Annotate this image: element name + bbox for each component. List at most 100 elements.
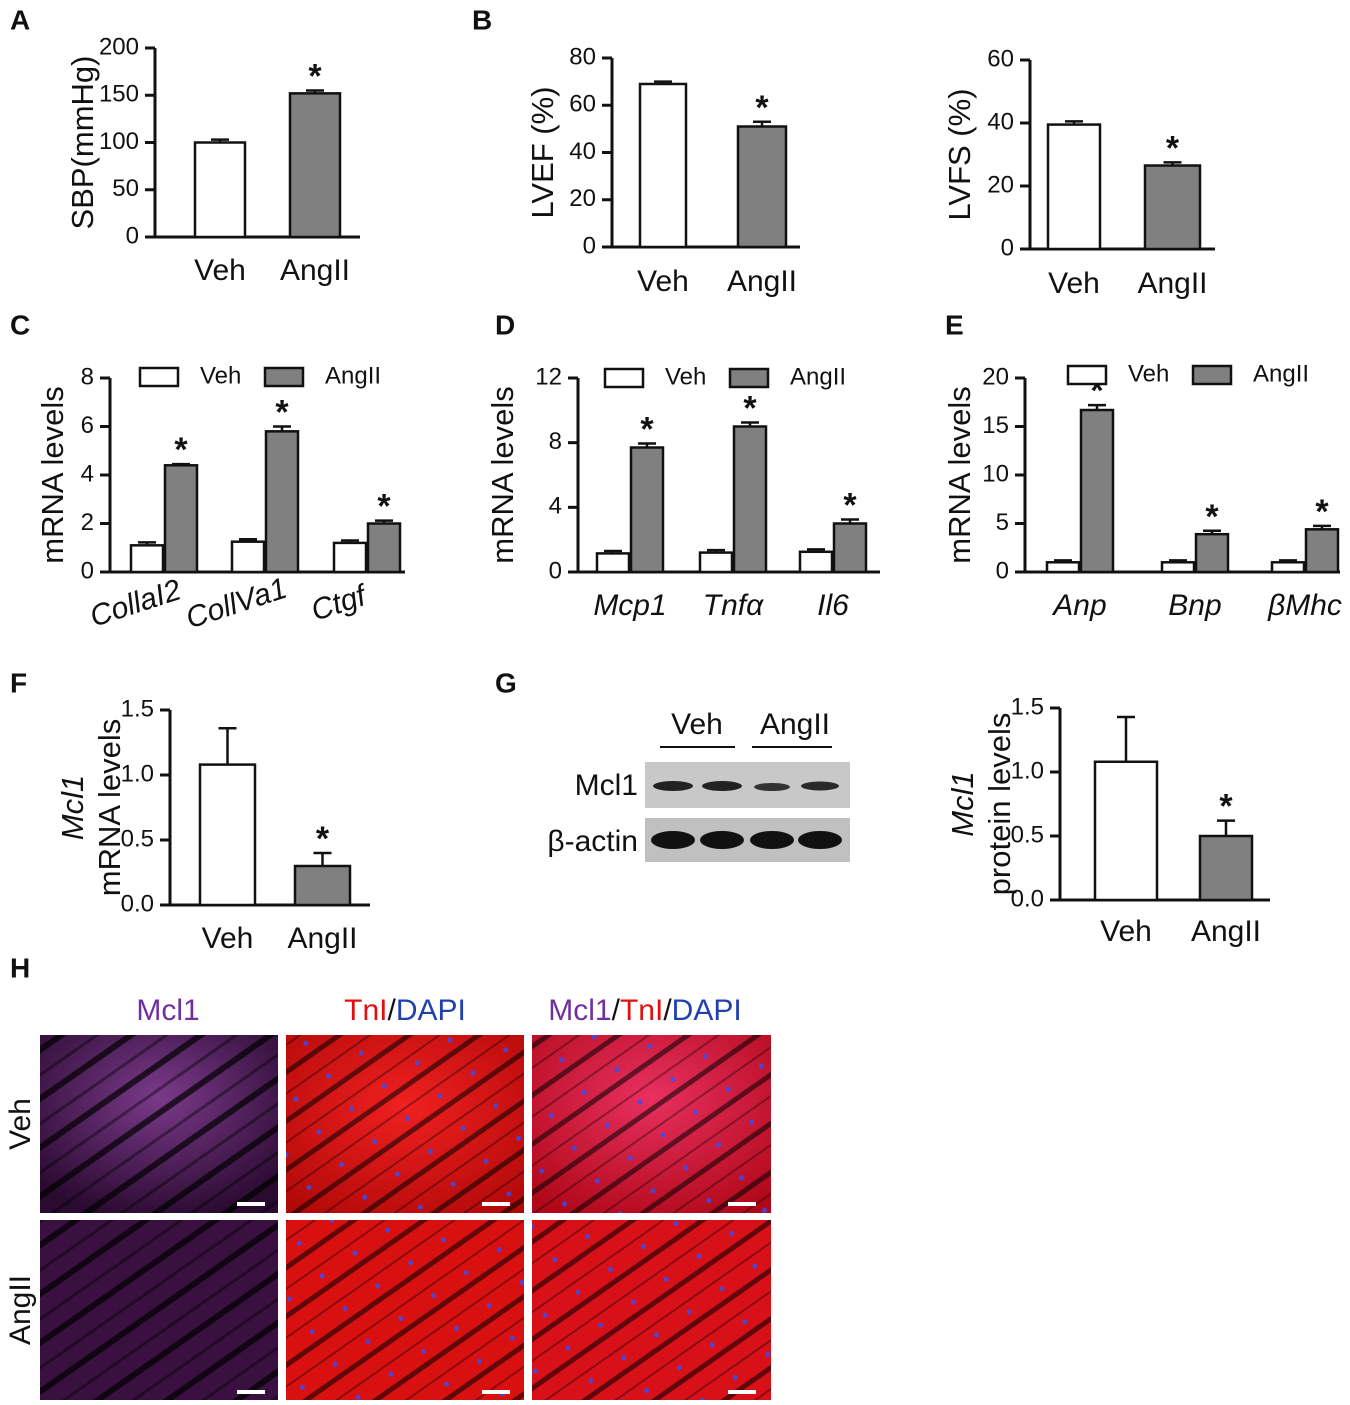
header-part: DAPI xyxy=(396,994,466,1027)
significance-mark: * xyxy=(755,89,769,127)
scale-bar xyxy=(728,1390,756,1394)
panel-letter: G xyxy=(495,667,517,698)
x-tick-label: Ctgf xyxy=(307,578,372,627)
bar xyxy=(163,464,199,574)
x-tick-label: AngII xyxy=(280,254,350,287)
bar xyxy=(1160,561,1196,574)
x-tick-label: Mcp1 xyxy=(593,589,666,622)
significance-mark: * xyxy=(174,431,188,469)
micrograph-grid: H Veh AngII xyxy=(4,952,771,1400)
micrograph-texture xyxy=(40,1220,278,1400)
header-part: / xyxy=(612,994,621,1027)
x-tick-label: Veh xyxy=(1100,915,1152,948)
bar xyxy=(230,540,266,574)
y-tick-label: 0 xyxy=(126,222,139,249)
y-axis-label: Mcl1 xyxy=(55,775,90,840)
legend-swatch xyxy=(263,366,305,388)
bar xyxy=(638,82,688,249)
y-tick-label: 40 xyxy=(987,108,1014,135)
header-part: / xyxy=(663,994,672,1027)
significance-mark: * xyxy=(743,389,757,427)
chart: A SBP(mmHg) 0 50 100 150 200 Veh AngII * xyxy=(10,4,360,287)
blot-row-label: β-actin xyxy=(547,825,638,858)
y-tick-label: 0 xyxy=(1001,234,1014,261)
x-tick-label: Veh xyxy=(202,922,254,955)
band xyxy=(750,831,794,849)
x-tick-label: Veh xyxy=(194,254,246,287)
bar xyxy=(264,430,300,574)
y-axis-label: mRNA levels xyxy=(92,719,127,896)
bar xyxy=(1304,528,1340,574)
significance-mark: * xyxy=(1166,129,1180,167)
significance-mark: * xyxy=(1219,788,1233,826)
bar xyxy=(1079,408,1115,574)
y-tick-label: 2 xyxy=(81,509,94,536)
bar xyxy=(732,425,768,574)
x-tick-label: Veh xyxy=(1048,267,1100,300)
panel-letter: B xyxy=(472,4,492,35)
y-axis-label: SBP(mmHg) xyxy=(65,56,100,230)
x-tick-label: βMhc xyxy=(1267,589,1342,622)
bar xyxy=(629,446,665,574)
scale-bar xyxy=(728,1202,756,1206)
bar xyxy=(698,551,734,574)
y-tick-label: 20 xyxy=(987,171,1014,198)
header-part: Mcl1 xyxy=(548,994,611,1027)
y-tick-label: 1.0 xyxy=(121,760,154,787)
header-part: TnI xyxy=(344,994,387,1027)
y-axis-label: mRNA levels xyxy=(942,386,977,563)
bar xyxy=(595,552,631,574)
significance-mark: * xyxy=(377,488,391,526)
y-axis-label: mRNA levels xyxy=(35,386,70,563)
row-label: AngII xyxy=(4,1275,37,1345)
y-tick-label: 4 xyxy=(81,460,94,487)
western-blot: Veh AngII Mcl1 β-actin xyxy=(547,708,850,862)
y-tick-label: 8 xyxy=(549,428,562,455)
band xyxy=(700,831,744,849)
y-axis-label: Mcl1 xyxy=(945,771,980,836)
y-tick-label: 50 xyxy=(112,175,139,202)
bar xyxy=(1093,760,1159,902)
y-tick-label: 60 xyxy=(569,91,596,118)
legend-label: Veh xyxy=(1128,360,1169,387)
bar xyxy=(1045,561,1081,574)
blot-group-label: Veh xyxy=(671,708,723,741)
bar xyxy=(1046,123,1102,251)
y-tick-label: 1.0 xyxy=(1011,757,1044,784)
panel-letter: D xyxy=(495,309,515,340)
chart: B LVEF (%) 0 20 40 60 80 Veh AngII * xyxy=(472,4,800,298)
y-tick-label: 0.0 xyxy=(121,890,154,917)
significance-mark: * xyxy=(640,410,654,448)
y-tick-label: 40 xyxy=(569,138,596,165)
significance-mark: * xyxy=(316,820,330,858)
bar xyxy=(129,544,165,574)
header-part: DAPI xyxy=(672,994,742,1027)
blot-row-label: Mcl1 xyxy=(575,769,638,802)
x-tick-label: CollaI2 xyxy=(86,573,185,633)
y-tick-label: 0 xyxy=(583,232,596,259)
chart: LVFS (%) 0 20 40 60 Veh AngII * xyxy=(942,45,1215,300)
y-tick-label: 0.5 xyxy=(121,825,154,852)
row-label: Veh xyxy=(4,1098,37,1150)
x-tick-label: CollVa1 xyxy=(182,572,291,636)
legend-label: AngII xyxy=(325,362,381,389)
column-header: TnI/DAPI xyxy=(344,994,466,1027)
bar xyxy=(288,92,342,239)
x-tick-label: AngII xyxy=(1137,267,1207,300)
bar xyxy=(293,864,352,907)
y-axis-label: LVFS (%) xyxy=(942,88,977,220)
header-part: TnI xyxy=(620,994,663,1027)
bar xyxy=(1143,164,1202,251)
legend-label: Veh xyxy=(200,362,241,389)
y-tick-label: 6 xyxy=(81,412,94,439)
significance-mark: * xyxy=(308,58,322,96)
micrograph-texture xyxy=(532,1220,771,1400)
band xyxy=(754,783,790,791)
y-tick-label: 0.0 xyxy=(1011,885,1044,912)
y-tick-label: 60 xyxy=(987,45,1014,72)
y-tick-label: 0 xyxy=(81,557,94,584)
